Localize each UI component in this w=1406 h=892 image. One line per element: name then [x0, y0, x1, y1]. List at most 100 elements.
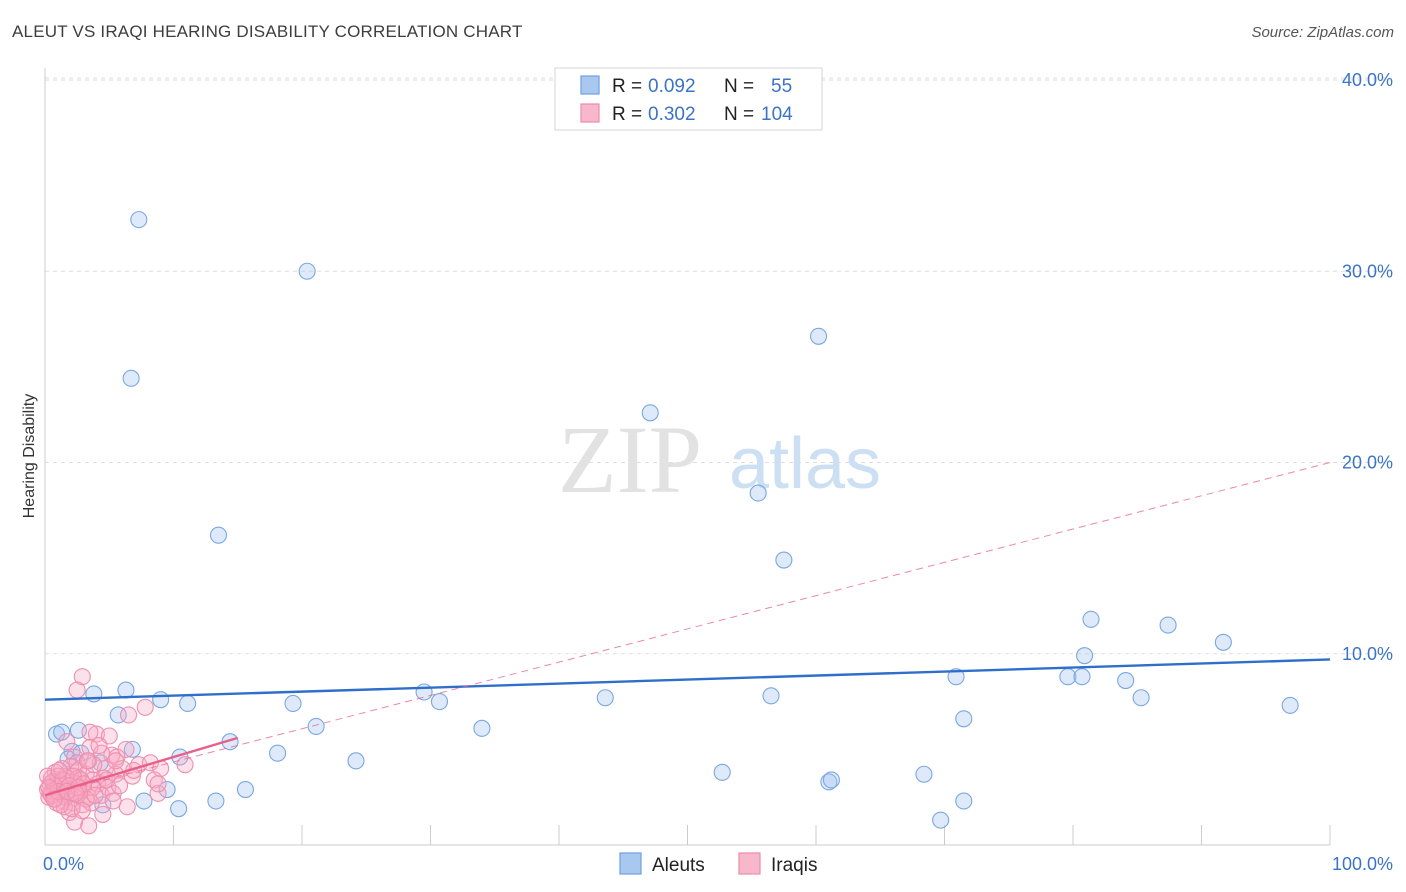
legend-r-label-aleuts: R = [612, 76, 642, 97]
trendlines [44, 462, 1331, 797]
bottom-legend-label-aleuts: Aleuts [652, 855, 705, 876]
iraqis-point-59 [80, 817, 98, 835]
aleuts-point-2 [122, 369, 140, 387]
legend-n-value-aleuts: 55 [771, 76, 792, 97]
aleuts-point-30 [596, 689, 614, 707]
aleuts-point-40 [820, 773, 838, 791]
aleuts-point-34 [473, 719, 491, 737]
iraqis-point-102 [86, 786, 104, 804]
iraqis-point-86 [107, 752, 125, 770]
legend-n-value-iraqis: 104 [761, 104, 793, 125]
iraqis-point-94 [104, 792, 122, 810]
iraqis-point-2 [136, 698, 154, 716]
aleuts-point-32 [955, 710, 973, 728]
legend-swatch-aleuts [580, 75, 600, 95]
iraqis-point-92 [73, 802, 91, 820]
aleuts-point-10 [1214, 633, 1232, 651]
aleuts-points [48, 211, 1299, 829]
aleuts-point-19 [53, 723, 71, 741]
iraqis-point-93 [94, 805, 112, 823]
aleuts-point-44 [158, 780, 176, 799]
aleuts-point-9 [1159, 616, 1177, 634]
legend-r-value-aleuts: 0.092 [648, 76, 696, 97]
iraqis-point-7 [58, 733, 76, 751]
iraqis-point-0 [73, 668, 91, 686]
trendline-iraqis-solid [44, 736, 239, 797]
bottom-legend-swatch-iraqis [738, 852, 761, 875]
aleuts-point-11 [1076, 647, 1094, 665]
y-axis-label: Hearing Disability [21, 394, 38, 519]
aleuts-point-36 [269, 744, 287, 762]
y-tick-label-0: 10.0% [1342, 644, 1393, 664]
iraqis-point-83 [50, 761, 68, 779]
legend-n-label-iraqis: N = [724, 104, 754, 125]
y-tick-label-2: 30.0% [1342, 261, 1393, 281]
trendline-iraqis-dashed [44, 462, 1331, 796]
aleuts-point-12 [947, 668, 965, 686]
iraqis-point-3 [119, 706, 138, 724]
aleuts-point-54 [123, 740, 141, 758]
axes [44, 68, 1331, 846]
iraqis-point-103 [45, 790, 63, 808]
aleuts-point-17 [1281, 696, 1299, 714]
aleuts-point-45 [135, 792, 153, 810]
aleuts-point-38 [347, 752, 365, 770]
legend-r-label-iraqis: R = [612, 104, 642, 125]
aleuts-point-26 [179, 694, 197, 713]
aleuts-point-22 [85, 685, 103, 703]
aleuts-point-3 [810, 327, 828, 345]
tick-labels: 10.0% 20.0% 30.0% 40.0% 0.0% 100.0% [43, 70, 1393, 874]
aleuts-point-27 [284, 694, 302, 713]
aleuts-point-48 [207, 792, 225, 810]
aleuts-point-0 [130, 211, 148, 229]
legend-n-label-aleuts: N = [724, 76, 754, 97]
series-legend: Aleuts Iraqis [619, 852, 817, 876]
aleuts-point-33 [307, 717, 325, 735]
iraqis-points [39, 668, 194, 835]
aleuts-point-47 [170, 800, 188, 818]
bottom-legend-label-iraqis: Iraqis [771, 855, 817, 876]
bottom-legend-swatch-aleuts [619, 852, 642, 875]
y-tick-label-3: 40.0% [1342, 70, 1393, 90]
aleuts-point-7 [775, 551, 793, 569]
x-tick-label-max: 100.0% [1332, 854, 1393, 874]
aleuts-point-14 [1073, 668, 1091, 686]
aleuts-point-39 [713, 763, 731, 781]
stats-legend: R = 0.092 N = 55 R = 0.302 N = 104 [554, 67, 823, 131]
chart-title: ALEUT VS IRAQI HEARING DISABILITY CORREL… [12, 22, 523, 41]
aleuts-point-23 [117, 681, 135, 699]
watermark: ZIP atlas [558, 406, 881, 513]
aleuts-point-24 [109, 706, 127, 724]
aleuts-point-8 [1082, 610, 1100, 628]
iraqis-point-49 [149, 784, 167, 802]
aleuts-point-25 [152, 691, 170, 709]
aleuts-point-4 [641, 404, 659, 422]
iraqis-point-81 [110, 777, 129, 795]
trendline-aleuts-solid [44, 658, 1331, 701]
legend-r-value-iraqis: 0.302 [648, 104, 696, 125]
aleuts-point-6 [749, 484, 767, 502]
aleuts-point-42 [915, 765, 933, 783]
aleuts-point-31 [762, 687, 780, 705]
gridlines [45, 77, 1390, 655]
aleuts-point-5 [209, 526, 228, 544]
aleuts-point-29 [430, 693, 449, 711]
aleuts-point-49 [955, 792, 973, 810]
iraqis-point-95 [78, 752, 96, 770]
iraqis-point-6 [81, 723, 99, 741]
aleuts-point-16 [1132, 689, 1150, 707]
legend-swatch-iraqis [580, 103, 600, 123]
iraqis-point-85 [90, 736, 108, 755]
aleuts-point-43 [236, 780, 255, 799]
x-tick-label-min: 0.0% [43, 854, 84, 874]
source-credit: Source: ZipAtlas.com [1251, 24, 1394, 41]
iraqis-point-88 [149, 775, 167, 793]
aleuts-point-50 [932, 811, 950, 829]
watermark-zip: ZIP [558, 406, 702, 513]
aleuts-point-41 [822, 771, 840, 789]
iraqis-point-18 [176, 756, 194, 774]
aleuts-point-1 [298, 262, 316, 280]
watermark-atlas: atlas [729, 424, 881, 504]
aleuts-point-28 [415, 683, 433, 701]
